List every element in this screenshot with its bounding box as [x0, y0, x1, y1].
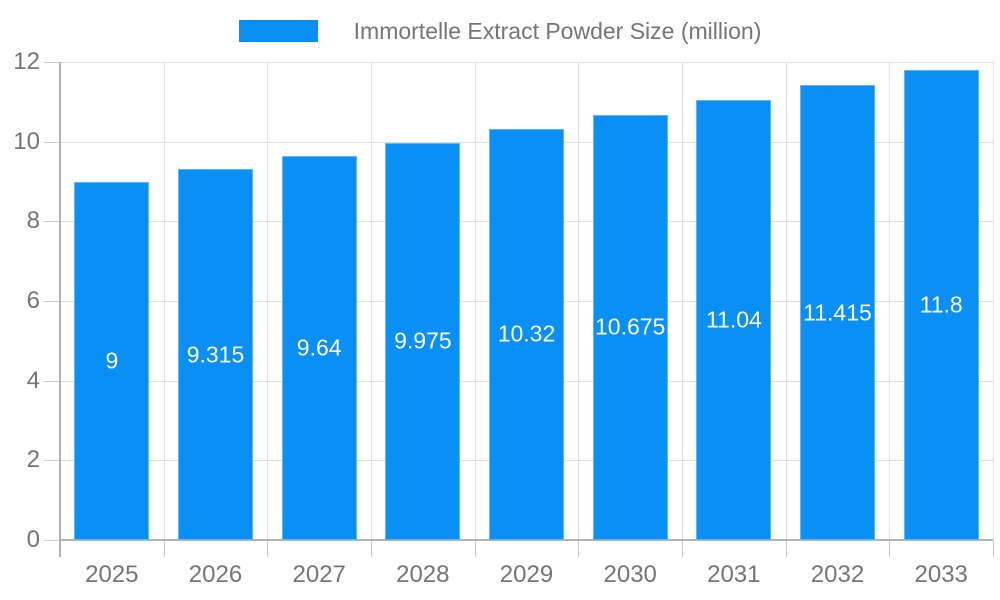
y-axis-label: 4	[26, 366, 40, 394]
y-axis-tick	[44, 540, 60, 541]
x-axis-label: 2026	[188, 561, 243, 588]
bar: 11.8	[903, 70, 979, 540]
gridline-vertical	[682, 62, 683, 540]
x-axis-tick	[474, 540, 476, 557]
bar-value-label: 9.64	[296, 334, 342, 361]
x-axis-label: 2031	[707, 561, 761, 588]
bar: 10.32	[488, 128, 565, 540]
bar: 9	[74, 181, 150, 540]
x-axis-label: 2033	[914, 561, 968, 588]
gridline-vertical	[163, 62, 165, 540]
y-axis-tick	[44, 380, 60, 382]
bar-value-label: 10.32	[497, 320, 556, 347]
gridline-vertical	[785, 62, 787, 540]
bar-value-label: 9	[105, 347, 119, 374]
gridline-vertical	[371, 62, 372, 540]
y-axis-tick	[44, 221, 60, 223]
bar-value-label: 10.675	[595, 313, 666, 340]
gridline-vertical	[578, 62, 580, 540]
bar: 9.975	[385, 142, 461, 540]
x-axis-tick	[267, 540, 269, 557]
gridline-horizontal	[60, 62, 993, 63]
y-axis-label: 0	[26, 526, 40, 553]
bar: 9.64	[281, 156, 357, 540]
y-axis-label: 8	[26, 207, 40, 235]
bar-value-label: 11.415	[803, 299, 872, 326]
x-axis-tick	[889, 540, 891, 557]
y-axis-tick	[44, 460, 60, 462]
bar-value-label: 11.8	[919, 291, 963, 318]
y-axis-label: 10	[13, 127, 40, 155]
legend-label: Immortelle Extract Powder Size (million)	[353, 18, 762, 44]
y-axis-tick	[44, 141, 60, 143]
bar: 10.675	[592, 114, 668, 540]
x-axis-label: 2030	[603, 561, 657, 588]
bar: 11.415	[799, 85, 876, 540]
gridline-vertical	[267, 62, 269, 540]
y-axis-tick	[44, 301, 60, 302]
x-axis-tick	[785, 540, 787, 557]
x-axis-tick	[163, 540, 165, 557]
gridline-vertical	[889, 62, 891, 540]
gridline-vertical	[474, 62, 476, 540]
bar-value-label: 11.04	[705, 306, 762, 333]
x-axis-label: 2032	[810, 561, 865, 588]
x-axis-tick	[578, 540, 580, 557]
bar: 9.315	[177, 169, 254, 540]
gridline-vertical	[993, 62, 994, 540]
x-axis-label: 2025	[85, 561, 139, 588]
y-axis-tick	[44, 62, 60, 63]
bar-value-label: 9.315	[186, 341, 245, 367]
x-axis-tick	[371, 540, 372, 557]
y-axis-label: 6	[26, 287, 40, 314]
x-axis-label: 2029	[499, 561, 554, 588]
y-axis-label: 2	[26, 446, 40, 474]
x-axis-label: 2028	[396, 561, 450, 588]
x-axis-label: 2027	[292, 561, 346, 588]
y-axis-line	[59, 62, 61, 557]
bar-value-label: 9.975	[394, 327, 452, 354]
x-axis-tick	[682, 540, 683, 557]
chart-legend[interactable]: Immortelle Extract Powder Size (million)	[0, 17, 1000, 45]
bar: 11.04	[696, 100, 772, 540]
y-axis-label: 12	[13, 48, 40, 75]
x-axis-tick	[993, 540, 994, 557]
x-axis-line	[60, 539, 993, 541]
legend-swatch	[238, 20, 318, 42]
